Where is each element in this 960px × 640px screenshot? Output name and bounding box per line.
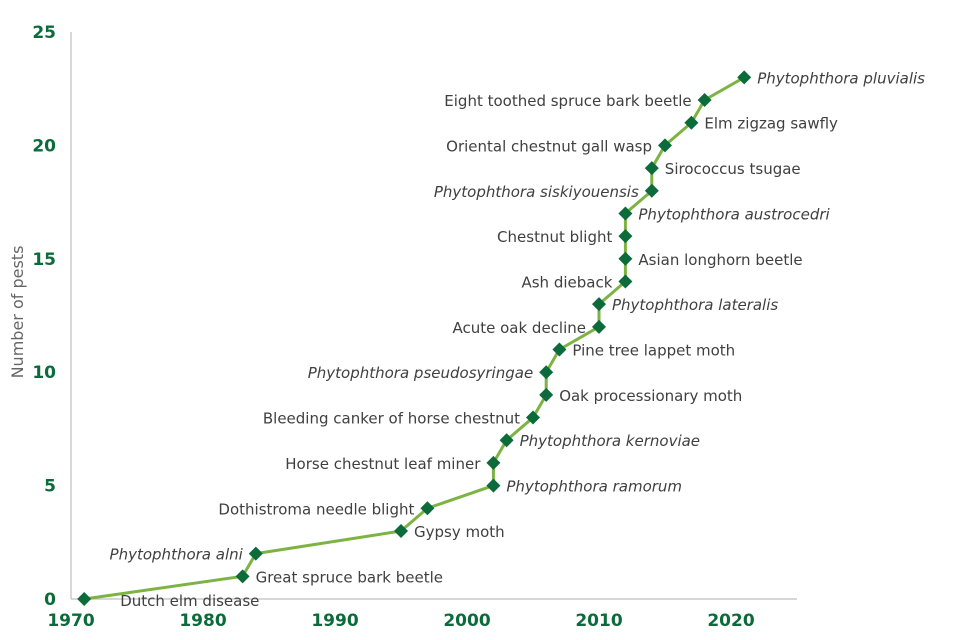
point-label: Sirococcus tsugae [665,160,801,178]
point-label: Oriental chestnut gall wasp [446,137,652,155]
data-point-marker [737,70,752,85]
data-point-marker [499,433,514,448]
point-label: Phytophthora siskiyouensis [434,183,639,201]
y-tick-label: 0 [44,590,56,610]
y-tick-label: 5 [44,477,56,497]
point-label: Acute oak decline [452,319,586,337]
point-label: Eight toothed spruce bark beetle [444,92,691,110]
point-label: Pine tree lappet moth [572,342,735,360]
y-tick-label: 20 [32,136,56,156]
data-point-marker [394,523,408,538]
x-tick-label: 2020 [707,611,754,631]
point-label: Great spruce bark beetle [256,568,443,586]
x-tick-label: 1980 [179,611,226,631]
data-point-marker [684,115,699,130]
y-tick-label: 15 [32,250,56,270]
data-point-marker [618,229,633,244]
x-tick-labels: 1970 1980 1990 2000 2010 2020 [47,611,754,631]
data-point-marker [235,569,250,584]
data-point-marker [420,501,435,516]
series-line-group [83,76,745,601]
point-label: Bleeding canker of horse chestnut [263,410,520,428]
point-label: Elm zigzag sawfly [704,115,838,133]
data-point-marker [539,365,554,380]
x-tick-label: 2000 [443,611,490,631]
data-point-marker [644,161,659,176]
point-label: Phytophthora alni [110,546,244,564]
point-label: Phytophthora lateralis [612,296,778,314]
data-point-marker [592,297,606,312]
data-point-marker [248,546,263,561]
point-label: Phytophthora pluvialis [757,69,925,87]
data-point-marker [486,455,501,470]
point-label: Gypsy moth [414,523,505,541]
point-label: Phytophthora austrocedri [638,205,830,223]
x-tick-label: 1970 [47,611,94,631]
series-line [83,76,745,601]
y-axis-label: Number of pests [8,246,27,379]
point-label: Phytophthora pseudosyringae [308,364,533,382]
point-label: Asian longhorn beetle [638,251,802,269]
data-point-marker [539,387,554,402]
x-tick-label: 1990 [311,611,358,631]
point-label: Dothistroma needle blight [218,500,414,518]
data-point-marker [592,319,606,334]
point-label: Phytophthora ramorum [506,478,682,496]
data-point-marker [77,592,92,606]
data-point-marker [486,478,501,493]
data-point-marker [526,410,540,425]
point-label: Horse chestnut leaf miner [285,455,481,473]
data-point-marker [618,251,633,266]
point-label: Chestnut blight [497,228,612,246]
x-tick-label: 2010 [575,611,622,631]
data-point-marker [618,274,633,289]
axes [70,32,797,600]
data-point-marker [644,183,659,198]
data-point-marker [658,138,672,153]
y-tick-label: 25 [32,23,56,43]
point-label: Dutch elm disease [120,592,259,610]
point-label: Oak processionary moth [559,387,742,405]
data-point-marker [618,206,633,221]
data-point-marker [552,342,567,357]
data-point-marker [697,93,712,108]
point-labels: Dutch elm disease Great spruce bark beetl… [110,69,926,610]
series-markers [77,70,752,606]
y-tick-labels: 0 5 10 15 20 25 [32,23,56,610]
point-label: Ash dieback [521,273,612,291]
y-tick-label: 10 [32,363,56,383]
point-label: Phytophthora kernoviae [520,432,700,450]
